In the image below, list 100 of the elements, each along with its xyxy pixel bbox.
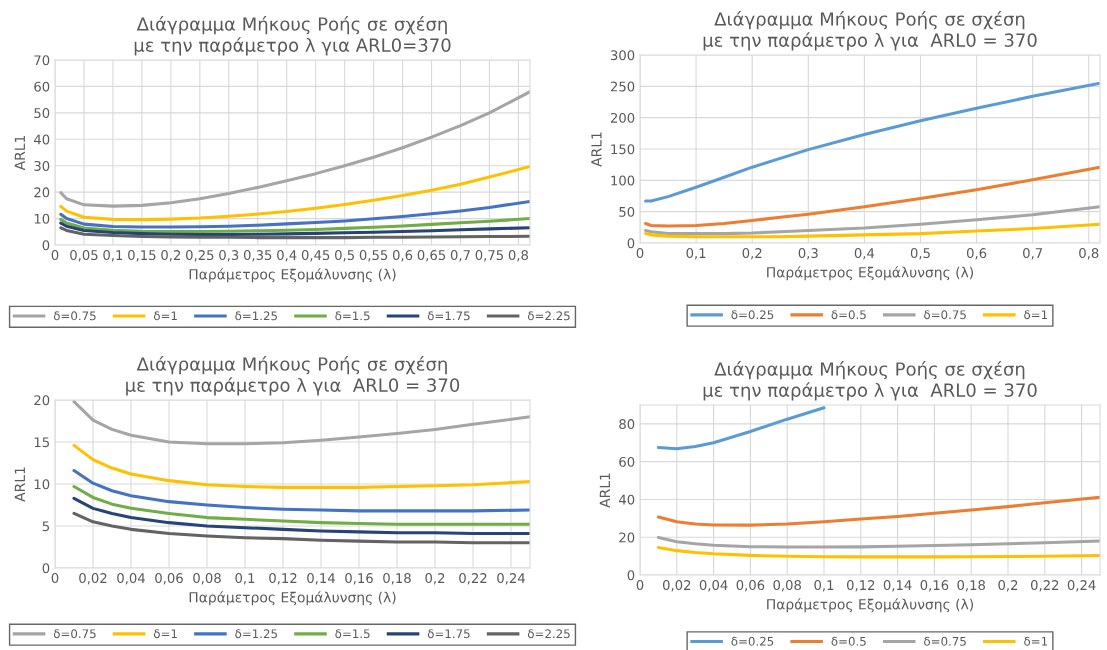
y-tick-label: 80 [619, 419, 635, 430]
y-tick-label: 60 [34, 81, 50, 92]
legend-label: δ=1.5 [335, 629, 370, 639]
y-tick-label: 15 [34, 437, 49, 448]
x-tick-label: 0,05 [70, 250, 98, 262]
y-axis-title: ARL1 [591, 132, 602, 167]
chart-title: Διάγραμμα Μήκους Ροής σε σχέση με την παράμετρο λ για ARL0 = 370 [126, 356, 460, 396]
line-series [656, 545, 1100, 559]
x-tick-label: 0,22 [459, 573, 487, 585]
y-tick-label: 70 [34, 55, 50, 66]
x-tick-label: 0,04 [699, 580, 728, 592]
x-axis-title: Παράμετρος Εξομάλυνσης (λ) [767, 266, 974, 281]
x-tick-label: 0,55 [359, 250, 388, 262]
legend-label: δ=1.75 [427, 629, 470, 639]
legend-label: δ=0.75 [53, 311, 96, 321]
legend-label: δ=0.5 [831, 310, 866, 320]
legend-label: δ=0.75 [924, 636, 966, 646]
line-series [59, 164, 530, 222]
legend-label: δ=0.25 [731, 310, 774, 320]
line-series [72, 400, 530, 446]
x-tick-label: 0,1 [686, 248, 706, 260]
legend-label: δ=0.5 [831, 636, 866, 646]
x-tick-label: 0 [636, 248, 644, 259]
y-tick-label: 60 [619, 456, 635, 467]
legend-label: δ=1 [153, 629, 177, 639]
line-series [656, 536, 1100, 549]
y-axis-title: ARL1 [599, 473, 610, 508]
y-tick-label: 50 [619, 206, 635, 217]
y-tick-label: 20 [34, 395, 50, 406]
x-tick-label: 0,1 [814, 580, 834, 592]
y-tick-label: 20 [619, 532, 635, 543]
line-series [644, 205, 1100, 236]
x-tick-label: 0,12 [846, 580, 875, 592]
line-series [59, 90, 530, 208]
x-tick-label: 0,4 [854, 248, 875, 260]
x-tick-label: 0,24 [1067, 580, 1096, 592]
line-series [656, 406, 826, 451]
x-tick-label: 0,18 [957, 580, 985, 592]
line-series [644, 222, 1100, 239]
x-tick-label: 0,04 [117, 573, 145, 585]
x-tick-label: 0,18 [383, 573, 411, 585]
x-tick-label: 0,16 [920, 580, 949, 592]
x-tick-label: 0,5 [335, 250, 354, 262]
legend-label: δ=1 [1024, 636, 1048, 646]
y-tick-label: 0 [42, 240, 50, 251]
x-tick-label: 0,8 [508, 250, 528, 262]
y-tick-label: 50 [34, 108, 50, 119]
x-tick-label: 0,08 [193, 573, 221, 585]
x-tick-label: 0,06 [736, 580, 765, 592]
legend-label: δ=0.25 [731, 636, 774, 646]
line-series [72, 469, 530, 513]
chart-title: Διάγραμμα Μήκους Ροής σε σχέση με την παράμετρο λ για ARL0=370 [134, 16, 451, 56]
legend-label: δ=1.5 [335, 311, 370, 321]
line-series [59, 226, 530, 240]
y-tick-label: 5 [42, 521, 49, 532]
line-series [644, 165, 1100, 228]
x-tick-label: 0 [51, 250, 59, 261]
y-tick-label: 0 [627, 238, 635, 249]
x-tick-label: 0,2 [742, 248, 762, 260]
x-tick-label: 0,65 [417, 250, 446, 262]
x-tick-label: 0,22 [1030, 580, 1059, 592]
x-tick-label: 0,08 [773, 580, 801, 592]
x-tick-label: 0,25 [186, 250, 214, 262]
line-series [59, 199, 530, 229]
x-tick-label: 0,3 [219, 250, 239, 262]
legend-label: δ=0.75 [53, 629, 96, 639]
x-tick-label: 0,3 [798, 248, 818, 260]
y-tick-label: 10 [34, 213, 50, 224]
x-tick-label: 0,7 [1023, 248, 1043, 260]
legend-label: δ=1.25 [235, 311, 277, 321]
y-tick-label: 200 [610, 112, 635, 123]
x-axis-title: Παράμετρος Εξομάλυνσης (λ) [189, 591, 396, 606]
y-tick-label: 30 [34, 160, 50, 171]
y-tick-label: 40 [33, 134, 50, 145]
line-series [656, 495, 1100, 527]
x-tick-label: 0 [636, 580, 644, 591]
x-tick-label: 0,2 [425, 573, 445, 585]
legend-label: δ=2.25 [527, 629, 570, 639]
x-tick-label: 0,02 [662, 580, 691, 592]
x-tick-label: 0,75 [475, 250, 503, 262]
line-series [59, 221, 530, 236]
x-tick-label: 0,24 [497, 573, 525, 585]
y-tick-label: 250 [610, 81, 635, 92]
y-tick-label: 150 [611, 144, 635, 155]
legend-label: δ=1.25 [235, 629, 277, 639]
y-tick-label: 300 [610, 50, 635, 61]
x-axis-title: Παράμετρος Εξομάλυνσης (λ) [189, 268, 396, 283]
x-tick-label: 0,1 [235, 573, 255, 585]
x-tick-label: 0,2 [161, 250, 181, 262]
legend-label: δ=1 [153, 311, 177, 321]
legend-label: δ=2.25 [527, 311, 570, 321]
x-tick-label: 0,5 [910, 248, 930, 260]
x-tick-label: 0,4 [277, 250, 297, 262]
y-tick-label: 0 [42, 563, 50, 574]
x-tick-label: 0,8 [1079, 248, 1099, 260]
x-tick-label: 0,14 [307, 573, 335, 585]
y-tick-label: 20 [34, 187, 50, 198]
x-tick-label: 0,6 [966, 248, 987, 260]
legend-label: δ=1.75 [427, 311, 470, 321]
line-series [72, 496, 530, 536]
